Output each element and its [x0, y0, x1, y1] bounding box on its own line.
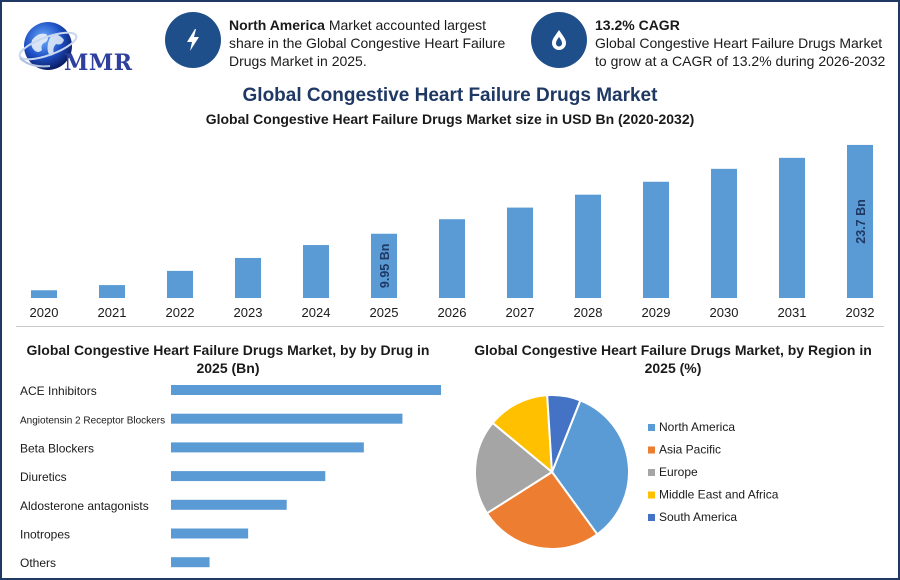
legend-label: Asia Pacific — [659, 443, 721, 457]
stat-body: Market accounted largest share in the Gl… — [229, 17, 506, 69]
category-label: Beta Blockers — [20, 441, 94, 455]
x-tick-label: 2026 — [438, 305, 467, 320]
category-label: Angiotensin 2 Receptor Blockers — [20, 416, 165, 427]
x-tick-label: 2029 — [642, 305, 671, 320]
legend-swatch — [648, 514, 655, 521]
pie-slice-europe — [474, 421, 554, 515]
category-label: ACE Inhibitors — [20, 384, 97, 398]
x-tick-label: 2023 — [234, 305, 263, 320]
main-title: Global Congestive Heart Failure Drugs Ma… — [242, 85, 658, 106]
stat-bold: 13.2% CAGR — [595, 17, 680, 33]
hbar-beta-blockers — [171, 442, 364, 453]
hbar-inotropes — [171, 528, 249, 539]
bar-chart-title: Global Congestive Heart Failure Drugs Ma… — [205, 111, 695, 127]
bar-2030 — [711, 168, 737, 298]
bar-2020 — [31, 290, 57, 298]
bar-2031 — [779, 157, 805, 298]
x-tick-label: 2032 — [846, 305, 875, 320]
legend-swatch — [648, 446, 655, 454]
legend-swatch — [648, 469, 655, 476]
by-region-title: Global Congestive Heart Failure Drugs Ma… — [474, 342, 872, 376]
by-drug-title: Global Congestive Heart Failure Drugs Ma… — [26, 342, 430, 376]
bar-2024 — [303, 245, 329, 298]
x-tick-label: 2022 — [166, 305, 195, 320]
pie-slice-south-america — [546, 394, 582, 473]
data-label: 9.95 Bn — [378, 244, 392, 288]
stat-text: North America Market accounted largest s… — [229, 16, 509, 70]
stat-bold: North America — [229, 17, 325, 33]
category-label: Diuretics — [20, 470, 67, 484]
stat-north-america: North America Market accounted largest s… — [165, 12, 505, 74]
x-tick-label: 2024 — [302, 305, 331, 320]
x-tick-label: 2020 — [30, 305, 59, 320]
stat-text: 13.2% CAGR Global Congestive Heart Failur… — [595, 16, 887, 70]
bar-2025 — [371, 233, 397, 298]
market-size-bar-chart: 2020 2021 2022 2023 2024 2025 9.95 Bn 2026 2027 2… — [30, 144, 875, 320]
bar-2028 — [575, 194, 601, 298]
stat-cagr: 13.2% CAGR Global Congestive Heart Failur… — [531, 12, 891, 74]
x-tick-label: 2030 — [710, 305, 739, 320]
category-label: Others — [20, 556, 56, 570]
x-tick-label: 2028 — [574, 305, 603, 320]
legend-label: North America — [659, 420, 735, 434]
bar-2026 — [439, 219, 465, 298]
data-label: 23.7 Bn — [854, 199, 868, 243]
section-divider — [16, 326, 884, 327]
legend-swatch — [648, 491, 655, 499]
stat-icon-circle — [165, 12, 221, 68]
hbar-ace-inhibitors — [171, 385, 441, 395]
stat-body: Global Congestive Heart Failure Drugs Ma… — [595, 35, 886, 69]
bar-2023 — [235, 257, 261, 298]
by-drug-bar-chart: ACE Inhibitors Angiotensin 2 Receptor Blo… — [20, 384, 441, 570]
pie-slice-asia-pacific — [485, 470, 599, 550]
x-tick-label: 2031 — [778, 305, 807, 320]
legend-swatch — [648, 424, 655, 431]
logo-text: MMR — [64, 50, 133, 76]
x-tick-label: 2021 — [98, 305, 127, 320]
pie-slice-middle-east-and-africa — [491, 394, 554, 475]
globe-icon — [18, 22, 78, 70]
x-tick-label: 2025 — [370, 305, 399, 320]
legend-label: Europe — [659, 465, 698, 479]
lightning-bolt-icon — [187, 29, 199, 51]
hbar-others — [171, 557, 210, 568]
drop-icon — [552, 30, 566, 50]
mmr-logo: MMR — [16, 14, 138, 80]
by-region-pie-chart: North America Asia Pacific Europe Middle Ea… — [474, 394, 779, 550]
hbar-angiotensin-2-receptor-blockers — [171, 413, 403, 424]
hbar-diuretics — [171, 471, 326, 482]
x-tick-label: 2027 — [506, 305, 535, 320]
legend-label: South America — [659, 510, 737, 524]
bar-2027 — [507, 207, 533, 298]
bar-2032 — [847, 144, 873, 298]
bar-2022 — [167, 270, 193, 298]
hbar-aldosterone-antagonists — [171, 499, 287, 510]
bar-2029 — [643, 181, 669, 298]
legend-label: Middle East and Africa — [659, 488, 779, 502]
category-label: Aldosterone antagonists — [20, 499, 149, 513]
bar-2021 — [99, 285, 125, 298]
pie-slice-north-america — [550, 399, 630, 536]
category-label: Inotropes — [20, 528, 70, 542]
stat-icon-circle — [531, 12, 587, 68]
